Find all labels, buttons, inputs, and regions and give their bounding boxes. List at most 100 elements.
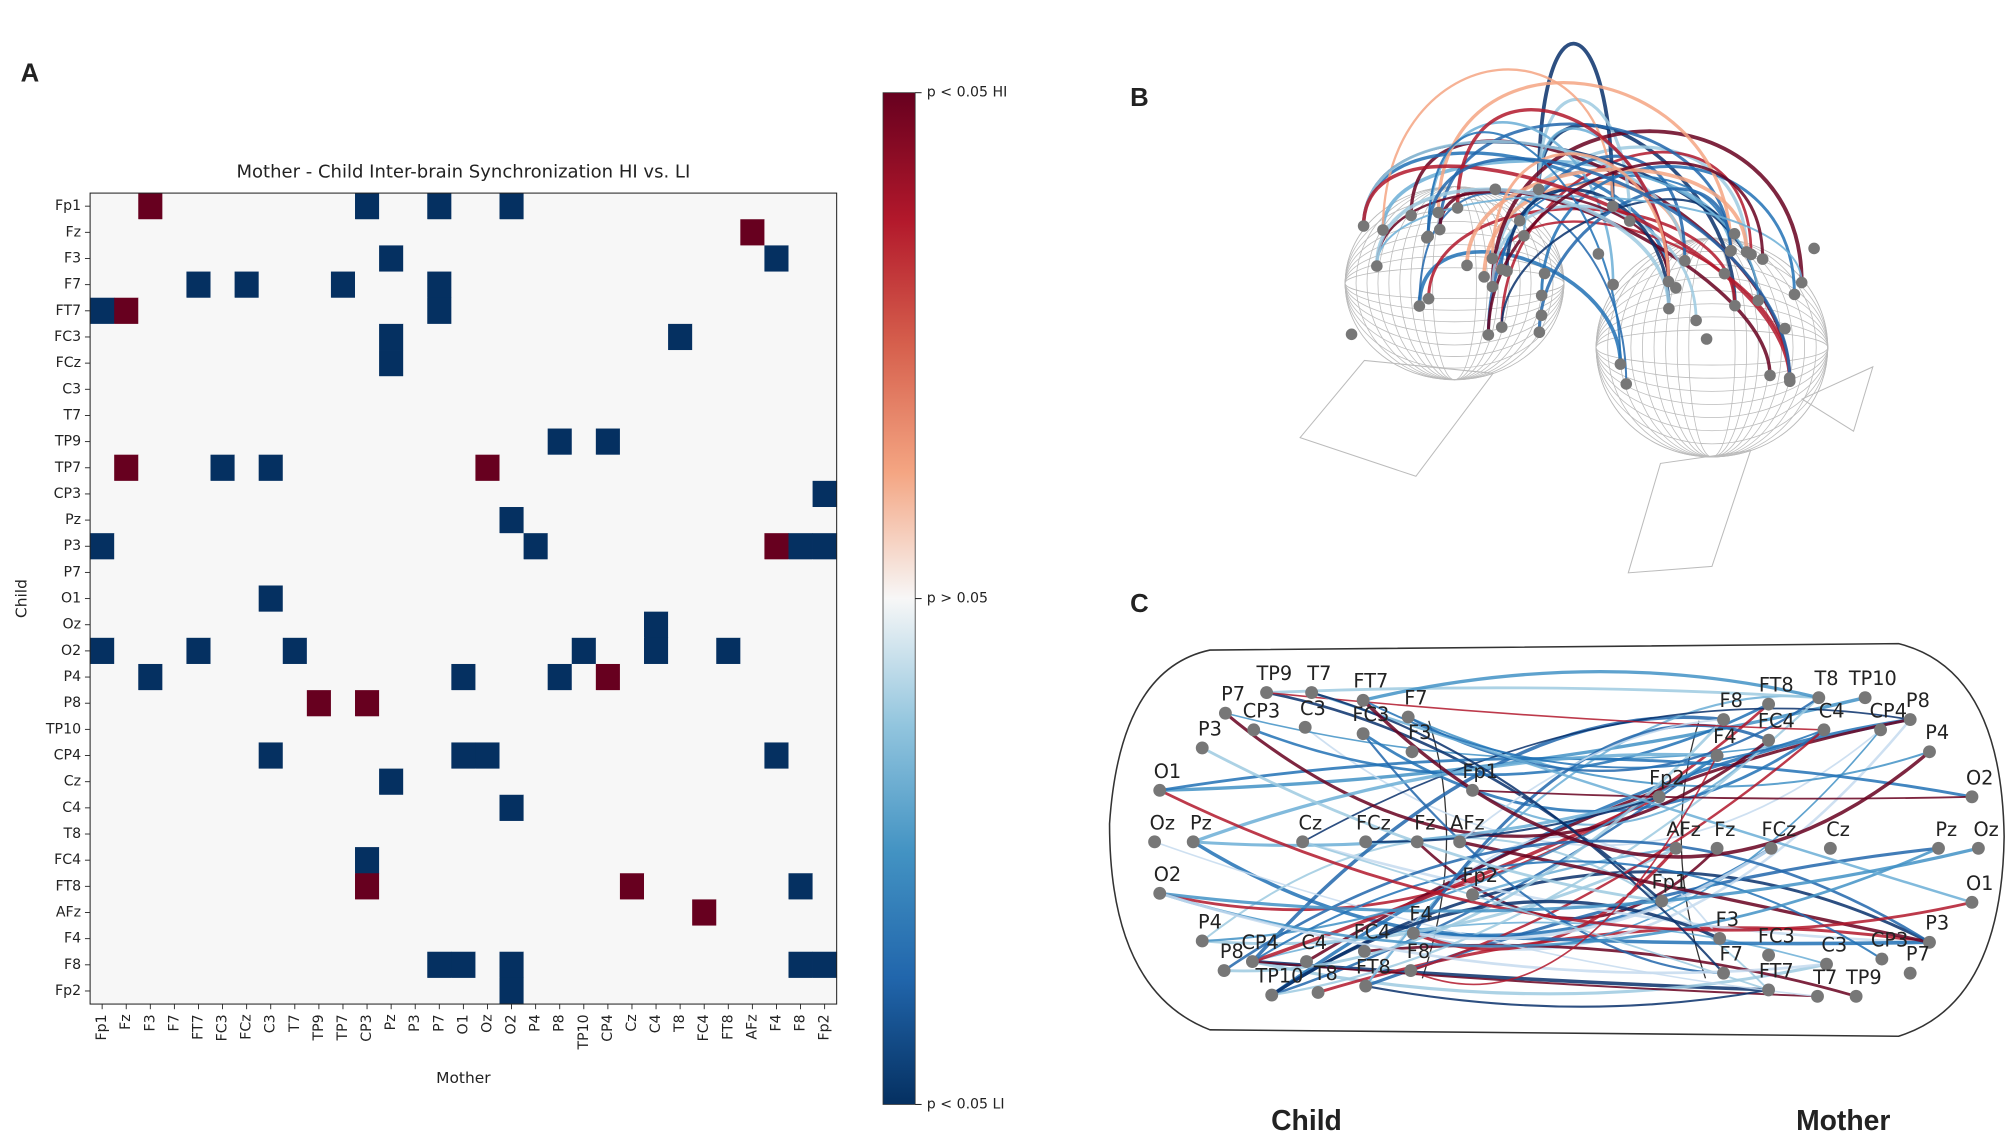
heatmap-cell [764, 454, 789, 482]
heatmap-cell [523, 350, 549, 377]
heatmap-cell [523, 533, 549, 560]
heatmap-cell [644, 350, 669, 377]
colorbar-tick-label: p < 0.05 LI [927, 1096, 1005, 1112]
heatmap-cell [210, 977, 235, 1005]
heatmap-cell [644, 454, 669, 482]
heatmap-cell [668, 507, 693, 534]
heatmap-cell [162, 454, 187, 482]
heatmap-cell [210, 742, 235, 770]
electrode [1655, 894, 1669, 908]
electrode-label: FT7 [1353, 670, 1388, 693]
heatmap-cell [210, 559, 235, 586]
heatmap-cell [547, 716, 573, 743]
heatmap-cell [258, 768, 284, 796]
heatmap-cell [499, 376, 524, 403]
heatmap-cell [644, 376, 669, 403]
heatmap-cell [788, 193, 813, 220]
panel-label: C [1130, 590, 1149, 618]
heatmap-cell [210, 925, 235, 953]
heatmap-cell [234, 899, 260, 926]
heatmap-cell [355, 716, 380, 743]
heatmap-cell [451, 899, 476, 926]
heatmap-cell [258, 245, 284, 272]
electrode [1932, 841, 1945, 855]
heatmap-cell [740, 716, 765, 743]
electrode [1461, 259, 1473, 272]
heatmap-cell [571, 507, 597, 534]
heatmap-cell [716, 768, 741, 796]
heatmap-cell [379, 271, 404, 299]
heatmap-cell [451, 402, 476, 429]
heatmap-cell [379, 350, 404, 377]
heatmap-cell [186, 297, 211, 325]
heatmap-cell [427, 951, 452, 979]
electrode-label: P8 [1906, 689, 1930, 712]
heatmap-cell [330, 899, 356, 926]
heatmap-cell [571, 193, 597, 220]
heatmap-cell [355, 480, 380, 508]
heatmap-cell [475, 768, 500, 796]
heatmap-cell [788, 480, 813, 508]
heatmap-cell [595, 742, 621, 770]
heatmap-cell [403, 925, 428, 953]
heatmap-cell [716, 350, 741, 377]
heatmap-cell [427, 585, 452, 613]
connection [1536, 41, 1615, 207]
electrode [1690, 314, 1702, 327]
heatmap-cell [306, 376, 332, 403]
connection [1364, 943, 1857, 998]
heatmap-cell [330, 533, 356, 560]
y-tick-label: CP3 [54, 486, 81, 502]
heatmap-cell [186, 323, 211, 351]
heatmap-cell [644, 559, 669, 586]
heatmap-cell [90, 428, 115, 456]
heatmap-cell [547, 742, 573, 770]
electrode [1357, 944, 1371, 958]
heatmap-cell [306, 480, 332, 508]
connection [1362, 139, 1687, 261]
heatmap-cell [234, 690, 260, 717]
y-tick-label: FT7 [56, 303, 82, 319]
heatmap-cell [403, 977, 428, 1005]
heatmap-cell [619, 794, 645, 822]
heatmap-cell [523, 663, 549, 691]
connection [1490, 129, 1804, 287]
heatmap-cell [740, 899, 765, 926]
heatmap-cell [379, 323, 404, 351]
heatmap-cell [427, 245, 452, 272]
heatmap-cell [427, 559, 452, 586]
heatmap-cell [355, 663, 380, 691]
heatmap-cell [234, 297, 260, 325]
heatmap-cell [162, 637, 187, 665]
y-tick-label: FT8 [56, 878, 82, 894]
y-tick-label: P7 [64, 564, 82, 580]
heatmap-cell [619, 480, 645, 508]
heatmap-cell [571, 637, 597, 665]
heatmap-cell [403, 768, 428, 796]
x-tick-label: TP10 [576, 1014, 592, 1050]
y-tick-label: F4 [64, 931, 81, 947]
heatmap-cell [234, 768, 260, 796]
heatmap-cell [475, 454, 500, 482]
heatmap-cell [788, 716, 813, 743]
electrode-label: AFz [1450, 811, 1484, 834]
heatmap-cell [475, 794, 500, 822]
heatmap-cell [475, 402, 500, 429]
heatmap-cell [523, 637, 549, 665]
heatmap-cell [306, 820, 332, 848]
heatmap-cell [668, 716, 693, 743]
heatmap-cell [499, 350, 524, 377]
heatmap-cell [138, 480, 163, 508]
heatmap-cell [451, 297, 476, 325]
electrode [1728, 228, 1741, 240]
heatmap-cell [282, 794, 308, 822]
electrode [1305, 686, 1319, 699]
heatmap-cell [740, 271, 765, 299]
heatmap-cell [114, 507, 139, 534]
heatmap-cell [499, 428, 524, 456]
heatmap-cell [403, 951, 428, 979]
heatmap-cell [355, 690, 380, 717]
electrode [1764, 841, 1778, 855]
heatmap-cell [427, 323, 452, 351]
heatmap-cell [282, 977, 308, 1005]
